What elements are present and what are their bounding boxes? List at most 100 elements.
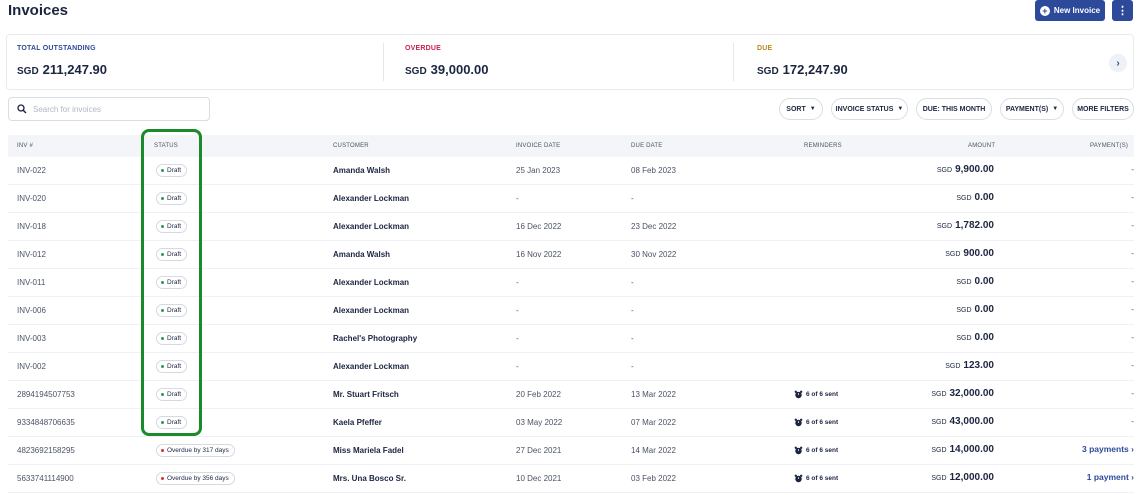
amount-value: 43,000.00 — [949, 416, 995, 427]
payments-filter[interactable]: PAYMENT(S) ▼ — [1000, 98, 1064, 120]
column-header-due-date[interactable]: DUE DATE — [631, 143, 663, 149]
reminders-label: 6 of 6 sent — [806, 447, 839, 454]
column-header-inv[interactable]: INV # — [17, 143, 34, 149]
currency-label: SGD — [936, 167, 953, 174]
new-invoice-button[interactable]: + New Invoice — [1035, 0, 1105, 21]
alarm-clock-icon — [794, 474, 803, 483]
currency-label: SGD — [931, 391, 947, 398]
customer-name: Alexander Lockman — [333, 194, 410, 203]
table-row[interactable]: INV-020 Draft Alexander Lockman - - SGD 0… — [8, 185, 1134, 213]
amount-value: 0.00 — [974, 332, 994, 343]
reminders-label: 6 of 6 sent — [806, 391, 839, 398]
column-header-invoice-date[interactable]: INVOICE DATE — [516, 143, 561, 149]
customer-name: Miss Mariela Fadel — [333, 446, 404, 455]
status-badge: Draft — [156, 388, 188, 401]
table-row[interactable]: 4823692158295 Overdue by 317 days Miss M… — [8, 437, 1134, 465]
status-badge: Draft — [156, 360, 188, 373]
invoice-number: 4823692158295 — [17, 446, 75, 455]
amount-value: 14,000.00 — [949, 444, 995, 455]
amount-value: 39,000.00 — [430, 62, 489, 77]
column-header-amount[interactable]: AMOUNT — [968, 143, 996, 149]
status-dot — [161, 393, 164, 396]
table-row[interactable]: INV-002 Draft Alexander Lockman - - SGD 1… — [8, 353, 1134, 381]
due-date: - — [631, 306, 634, 315]
table-row[interactable]: INV-003 Draft Rachel's Photography - - S… — [8, 325, 1134, 353]
status-dot — [161, 477, 164, 480]
table-row[interactable]: INV-018 Draft Alexander Lockman 16 Dec 2… — [8, 213, 1134, 241]
column-header-reminders[interactable]: REMINDERS — [804, 143, 842, 149]
amount-value: 900.00 — [963, 248, 994, 259]
alarm-clock-icon — [794, 418, 803, 427]
column-header-payments[interactable]: PAYMENT(S) — [1090, 143, 1129, 149]
payments-link[interactable]: 3 payments › — [1082, 444, 1134, 454]
invoice-number: INV-018 — [17, 222, 46, 231]
due-value: SGD 172,247.90 — [757, 62, 848, 77]
currency-label: SGD — [931, 475, 947, 482]
status-badge: Draft — [156, 248, 188, 261]
alarm-clock-icon — [794, 446, 803, 455]
table-row[interactable]: INV-011 Draft Alexander Lockman - - SGD 0… — [8, 269, 1134, 297]
chevron-right-icon[interactable]: › — [1109, 54, 1127, 72]
overdue-value: SGD 39,000.00 — [405, 62, 489, 77]
due-date: 23 Dec 2022 — [631, 222, 677, 231]
amount-value: 0.00 — [974, 276, 994, 287]
amount: SGD 0.00 — [956, 332, 994, 343]
invoice-date: - — [516, 194, 519, 203]
due-date: - — [631, 194, 634, 203]
payments-link[interactable]: 1 payment › — [1087, 472, 1134, 482]
table-row[interactable]: 9334848706635 Draft Kaela Pfeffer 03 May… — [8, 409, 1134, 437]
currency-label: SGD — [956, 307, 972, 314]
column-header-customer[interactable]: CUSTOMER — [333, 143, 369, 149]
more-filters-button[interactable]: MORE FILTERS — [1072, 98, 1134, 120]
invoice-date: 16 Dec 2022 — [516, 222, 562, 231]
invoice-number: 5633741114900 — [17, 474, 74, 483]
invoice-date: 10 Dec 2021 — [516, 474, 562, 483]
amount: SGD 43,000.00 — [931, 416, 994, 427]
sort-filter[interactable]: SORT ▼ — [779, 98, 823, 120]
payments-value: - — [1131, 220, 1134, 230]
amount: SGD 1,782.00 — [937, 220, 994, 231]
table-row[interactable]: 2894194507753 Draft Mr. Stuart Fritsch 2… — [8, 381, 1134, 409]
customer-name: Alexander Lockman — [333, 306, 410, 315]
customer-name: Rachel's Photography — [333, 334, 418, 343]
payments-value: - — [1131, 164, 1134, 174]
reminders-label: 6 of 6 sent — [806, 419, 839, 426]
table-row[interactable]: INV-022 Draft Amanda Walsh 25 Jan 2023 0… — [8, 157, 1134, 185]
table-row[interactable]: INV-012 Draft Amanda Walsh 16 Nov 2022 3… — [8, 241, 1134, 269]
currency-label: SGD — [945, 251, 961, 258]
more-filters-label: MORE FILTERS — [1077, 105, 1129, 113]
table-row[interactable]: INV-006 Draft Alexander Lockman - - SGD 0… — [8, 297, 1134, 325]
invoice-number: 2894194507753 — [17, 390, 75, 399]
due-filter[interactable]: DUE: THIS MONTH — [916, 98, 992, 120]
amount: SGD 0.00 — [956, 276, 994, 287]
due-date: 13 Mar 2022 — [631, 390, 676, 399]
amount-value: 32,000.00 — [949, 388, 995, 399]
more-options-button[interactable]: ⋮ — [1112, 0, 1133, 21]
reminders-status: 6 of 6 sent — [794, 418, 838, 427]
status-dot — [161, 449, 164, 452]
status-label: Draft — [167, 363, 182, 370]
currency-label: SGD — [17, 66, 39, 77]
invoice-number: INV-022 — [17, 166, 46, 175]
status-label: Draft — [167, 419, 182, 426]
due-date: - — [631, 334, 634, 343]
table-row[interactable]: 5633741114900 Overdue by 356 days Mrs. U… — [8, 465, 1134, 493]
status-dot — [161, 337, 164, 340]
currency-label: SGD — [956, 335, 972, 342]
search-input[interactable] — [33, 104, 203, 114]
status-label: Draft — [167, 223, 182, 230]
payments-value: - — [1131, 276, 1134, 286]
payments-filter-label: PAYMENT(S) — [1005, 105, 1049, 113]
amount: SGD 14,000.00 — [931, 444, 994, 455]
summary-panel: TOTAL OUTSTANDING SGD 211,247.90 OVERDUE … — [6, 34, 1134, 90]
due-date: 30 Nov 2022 — [631, 250, 677, 259]
column-header-status[interactable]: STATUS — [154, 143, 178, 149]
search-box[interactable] — [8, 97, 210, 121]
search-icon — [17, 104, 27, 114]
invoice-date: 16 Nov 2022 — [516, 250, 562, 259]
invoice-status-filter[interactable]: INVOICE STATUS ▼ — [831, 98, 908, 120]
overdue-label: OVERDUE — [405, 45, 442, 52]
customer-name: Amanda Walsh — [333, 250, 391, 259]
status-label: Overdue by 317 days — [167, 447, 229, 454]
status-dot — [161, 309, 164, 312]
